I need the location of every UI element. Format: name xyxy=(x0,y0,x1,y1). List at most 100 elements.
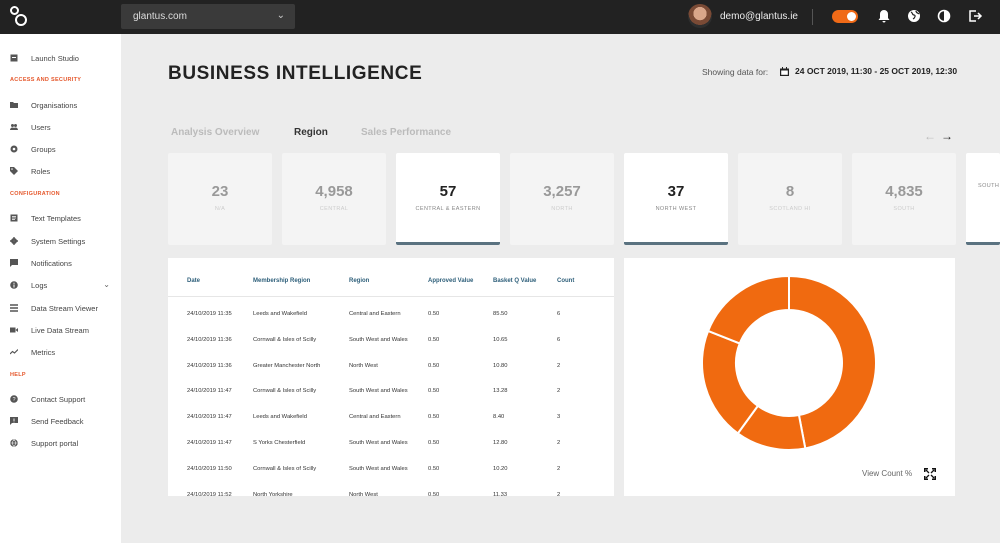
user-menu[interactable]: demo@glantus.ie xyxy=(688,4,798,28)
cell-date: 24/10/2019 11:47 xyxy=(187,388,232,395)
column-header-date[interactable]: Date xyxy=(187,278,201,284)
column-header-region[interactable]: Region xyxy=(349,278,370,284)
gear-icon xyxy=(10,237,18,245)
date-range-picker[interactable]: 24 OCT 2019, 11:30 - 25 OCT 2019, 12:30 xyxy=(780,66,957,76)
donut-chart[interactable] xyxy=(624,258,955,468)
sidebar-item-notifications[interactable]: Notifications xyxy=(10,256,110,270)
sidebar-item-system-settings[interactable]: System Settings xyxy=(10,234,110,248)
sidebar-item-contact-support[interactable]: ? Contact Support xyxy=(10,392,110,406)
cell-membership-region: Greater Manchester North xyxy=(253,362,321,369)
cell-approved-value: 0.50 xyxy=(428,336,440,343)
donut-slice[interactable] xyxy=(788,274,877,450)
region-card[interactable]: 3,257 NORTH xyxy=(510,153,614,245)
column-header-approved-value[interactable]: Approved Value xyxy=(428,278,474,284)
cell-membership-region: Leeds and Wakefield xyxy=(253,311,307,317)
sidebar-item-label: Groups xyxy=(31,144,56,154)
region-card[interactable]: 8 SCOTLAND HI xyxy=(738,153,842,245)
globe-icon xyxy=(10,439,18,447)
sidebar-item-roles[interactable]: Roles xyxy=(10,164,110,178)
sidebar-item-text-templates[interactable]: Text Templates xyxy=(10,211,110,225)
sidebar-item-label: Launch Studio xyxy=(31,53,79,63)
tab-region[interactable]: Region xyxy=(294,127,328,138)
list-icon xyxy=(10,304,18,312)
sidebar-item-label: Support portal xyxy=(31,438,79,448)
cell-region: South West and Wales xyxy=(349,440,408,446)
theme-toggle[interactable] xyxy=(832,10,858,23)
globe-icon[interactable] xyxy=(906,8,922,24)
cell-approved-value: 0.50 xyxy=(428,465,440,472)
logout-icon[interactable] xyxy=(967,8,983,24)
data-table: Date Membership Region Region Approved V… xyxy=(168,258,614,496)
chart-panel: View Count % xyxy=(624,258,955,496)
card-value: 4,835 xyxy=(885,183,923,200)
sidebar-section-configuration: CONFIGURATION xyxy=(10,191,60,197)
sidebar-item-data-stream-viewer[interactable]: Data Stream Viewer xyxy=(10,301,110,315)
sidebar-item-launch-studio[interactable]: Launch Studio xyxy=(10,51,110,65)
card-value: 8 xyxy=(785,183,795,200)
view-count-label: View Count % xyxy=(862,469,913,478)
sidebar-item-label: Users xyxy=(31,122,51,132)
region-card[interactable]: 57 CENTRAL & EASTERN xyxy=(396,153,500,245)
cell-approved-value: 0.50 xyxy=(428,491,440,496)
card-label: SOUTH xyxy=(893,206,915,212)
column-header-membership-region[interactable]: Membership Region xyxy=(253,278,311,284)
column-header-basket-q-value[interactable]: Basket Q Value xyxy=(493,278,537,284)
region-card[interactable]: 4,835 SOUTH xyxy=(852,153,956,245)
cell-count: 6 xyxy=(557,336,561,343)
tab-sales-performance[interactable]: Sales Performance xyxy=(361,127,452,138)
sidebar-section-help: HELP xyxy=(10,372,26,378)
chevron-down-icon[interactable]: ⌄ xyxy=(103,280,110,289)
donut-slice[interactable] xyxy=(706,274,790,345)
feedback-icon xyxy=(10,417,18,425)
cell-date: 24/10/2019 11:47 xyxy=(187,414,232,421)
cell-membership-region: Leeds and Wakefield xyxy=(253,414,307,421)
region-card[interactable]: 4,958 CENTRAL xyxy=(282,153,386,245)
sidebar-item-groups[interactable]: Groups xyxy=(10,142,110,156)
tab-analysis-overview[interactable]: Analysis Overview xyxy=(171,127,260,138)
arrow-right-icon[interactable]: → xyxy=(941,129,953,143)
card-label: NORTH xyxy=(551,206,573,212)
column-header-count[interactable]: Count xyxy=(557,278,575,284)
bell-icon[interactable] xyxy=(876,8,892,24)
sidebar-item-label: Contact Support xyxy=(31,394,86,404)
glantus-logo[interactable] xyxy=(6,0,36,34)
cell-date: 24/10/2019 11:36 xyxy=(187,362,232,369)
card-value: 4,958 xyxy=(315,183,353,200)
sidebar-item-label: Organisations xyxy=(31,100,78,110)
cell-count: 3 xyxy=(557,414,561,421)
sidebar-item-support-portal[interactable]: Support portal xyxy=(10,436,110,450)
donut-slice[interactable] xyxy=(701,329,760,435)
top-bar: glantus.com ⌄ demo@glantus.ie xyxy=(0,0,1000,34)
sidebar-item-organisations[interactable]: Organisations xyxy=(10,98,110,112)
region-card[interactable]: 37 NORTH WEST xyxy=(624,153,728,245)
contrast-icon[interactable] xyxy=(936,8,952,24)
template-icon xyxy=(10,214,18,222)
sidebar-item-users[interactable]: Users xyxy=(10,120,110,134)
sidebar-item-metrics[interactable]: Metrics xyxy=(10,345,110,359)
sidebar-item-logs[interactable]: Logs ⌄ xyxy=(10,278,110,292)
region-card[interactable]: SOUTH xyxy=(966,153,1000,245)
sidebar-item-live-data-stream[interactable]: Live Data Stream xyxy=(10,323,110,337)
region-card[interactable]: 23 N/A xyxy=(168,153,272,245)
cell-count: 2 xyxy=(557,465,561,472)
sidebar-item-label: Roles xyxy=(31,166,51,176)
cell-region: South West and Wales xyxy=(349,388,408,395)
cell-date: 24/10/2019 11:52 xyxy=(187,491,232,496)
cell-count: 2 xyxy=(557,388,561,395)
cell-region: Central and Eastern xyxy=(349,311,401,317)
trend-icon xyxy=(10,349,18,355)
card-value: 37 xyxy=(667,183,685,200)
cell-approved-value: 0.50 xyxy=(428,388,440,395)
sidebar-item-label: Logs xyxy=(31,280,48,290)
cell-basket-q-value: 11.33 xyxy=(493,491,508,496)
notification-icon xyxy=(10,259,18,267)
expand-icon[interactable] xyxy=(924,468,936,480)
arrow-left-icon[interactable]: ← xyxy=(924,129,936,143)
user-email: demo@glantus.ie xyxy=(720,10,798,22)
cell-basket-q-value: 85.50 xyxy=(493,311,508,317)
cell-approved-value: 0.50 xyxy=(428,440,440,446)
cell-count: 2 xyxy=(557,440,561,446)
domain-select[interactable]: glantus.com ⌄ xyxy=(121,4,295,29)
sidebar-item-send-feedback[interactable]: Send Feedback xyxy=(10,414,110,428)
cell-membership-region: North Yorkshire xyxy=(253,491,293,496)
